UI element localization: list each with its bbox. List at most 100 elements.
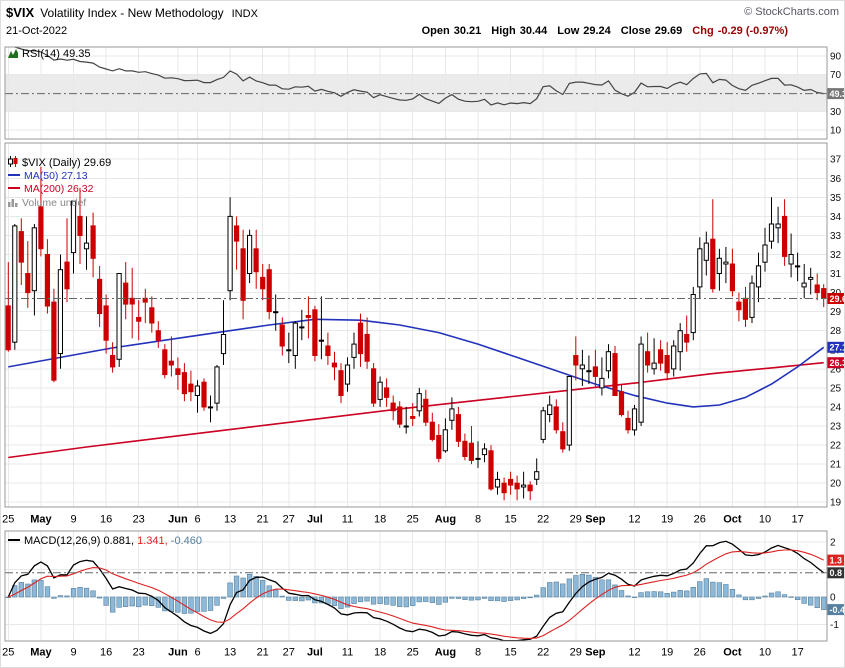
stockcharts-copyright-link[interactable]: © StockCharts.com [744,6,839,18]
svg-text:22: 22 [537,514,549,526]
macd-legend-label: MACD(12,26,9) 0.881, [24,535,135,547]
svg-text:23: 23 [830,422,842,433]
svg-text:6: 6 [194,514,200,526]
svg-text:16: 16 [100,647,112,659]
price-legend-row: $VIX (Daily) 29.69 [8,156,111,170]
svg-text:35: 35 [830,193,842,204]
svg-text:19: 19 [661,647,673,659]
ma50-legend-row: MA(50) 27.13 [8,170,111,184]
svg-text:17: 17 [791,514,803,526]
svg-text:25: 25 [407,647,419,659]
rsi-legend: RSI(14) 49.35 [8,48,90,61]
svg-text:28: 28 [830,326,842,337]
svg-text:-0.4: -0.4 [830,605,845,615]
svg-text:Sep: Sep [585,647,605,659]
svg-text:May: May [30,647,52,659]
macd-hist-value: -0.460 [170,535,202,547]
volume-bars-icon [8,198,18,212]
symbol-name: Volatility Index - New Methodology [40,6,224,20]
svg-text:2: 2 [830,538,836,549]
rsi-icon [8,48,18,61]
high-value: 30.44 [519,25,548,37]
svg-text:May: May [30,514,52,526]
close-value: 29.69 [654,25,683,37]
svg-text:12: 12 [628,647,640,659]
candlestick-icon [8,156,18,172]
svg-text:37: 37 [830,155,842,166]
grid-layer [5,47,827,641]
low-value: 29.24 [583,25,611,37]
ma50-legend-label: MA(50) 27.13 [24,169,88,182]
ma50-line-icon [8,173,20,176]
chg-label: Chg [692,25,714,37]
price-legend: $VIX (Daily) 29.69 MA(50) 27.13 MA(200) … [8,156,111,210]
svg-text:26: 26 [830,364,842,375]
chart-header: $VIX Volatility Index - New Methodology IN… [6,5,258,20]
axis-layer: 3736353433323130292827262524232221201990… [2,46,845,659]
svg-text:19: 19 [661,514,673,526]
volume-legend-label: Volume undef [22,196,87,209]
macd-line-icon [8,539,20,541]
svg-text:27.1: 27.1 [830,343,845,353]
svg-text:34: 34 [830,212,842,223]
svg-text:33: 33 [830,231,842,242]
svg-text:25: 25 [407,514,419,526]
svg-text:23: 23 [133,514,145,526]
svg-text:31: 31 [830,269,842,280]
svg-text:49.3: 49.3 [830,89,845,99]
svg-text:10: 10 [759,647,771,659]
svg-text:29.6: 29.6 [830,294,845,304]
svg-text:8: 8 [475,647,481,659]
svg-text:29: 29 [830,307,842,318]
svg-text:29: 29 [570,514,582,526]
volume-legend-row: Volume undef [8,197,111,211]
ma200-legend-row: MA(200) 26.32 [8,183,111,197]
ma200-legend-label: MA(200) 26.32 [24,183,94,195]
svg-text:-1: -1 [830,620,839,631]
svg-text:12: 12 [628,514,640,526]
series-layer [5,46,827,642]
svg-text:26: 26 [694,514,706,526]
svg-text:25: 25 [830,383,842,394]
svg-text:9: 9 [70,514,76,526]
svg-text:Jun: Jun [168,514,188,526]
svg-text:8: 8 [475,514,481,526]
date-label: 21-Oct-2022 [6,25,68,37]
exchange-label: INDX [231,8,258,20]
svg-text:17: 17 [791,647,803,659]
svg-text:27: 27 [283,647,295,659]
svg-text:22: 22 [830,441,842,452]
macd-legend: MACD(12,26,9) 0.881, 1.341, -0.460 [8,535,202,547]
svg-text:Jun: Jun [168,647,188,659]
svg-text:Aug: Aug [435,514,456,526]
svg-text:26.3: 26.3 [830,358,845,368]
svg-text:27: 27 [283,514,295,526]
svg-text:29: 29 [570,647,582,659]
svg-text:13: 13 [224,514,236,526]
close-label: Close [620,25,651,37]
svg-text:Jul: Jul [307,647,323,659]
high-label: High [491,25,516,37]
svg-text:Oct: Oct [723,647,742,659]
svg-text:6: 6 [194,647,200,659]
svg-text:25: 25 [2,647,14,659]
svg-text:16: 16 [100,514,112,526]
chg-value: -0.29 (-0.97%) [717,25,788,37]
svg-text:10: 10 [830,125,842,136]
svg-text:15: 15 [504,647,516,659]
quote-line: Open 30.21 High 30.44 Low 29.24 Close 29.69 Chg -… [412,25,788,37]
svg-text:13: 13 [224,647,236,659]
low-label: Low [557,25,580,37]
svg-text:90: 90 [830,52,842,63]
svg-text:Oct: Oct [723,514,742,526]
svg-text:18: 18 [374,647,386,659]
svg-text:32: 32 [830,250,842,261]
svg-text:Sep: Sep [585,514,605,526]
svg-text:11: 11 [342,514,353,526]
svg-text:Aug: Aug [435,647,456,659]
svg-text:Jul: Jul [307,514,323,526]
svg-text:30: 30 [830,107,842,118]
open-label: Open [421,25,450,37]
svg-text:21: 21 [257,647,269,659]
open-value: 30.21 [453,25,482,37]
